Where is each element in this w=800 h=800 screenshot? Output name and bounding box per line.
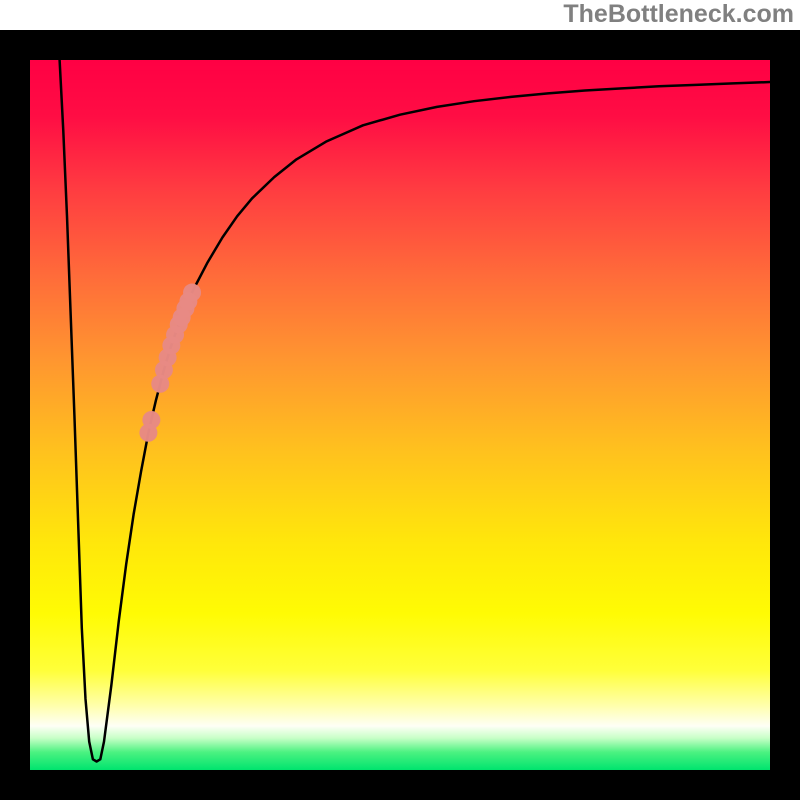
bottleneck-chart: TheBottleneck.com [0, 0, 800, 800]
chart-background [30, 60, 770, 770]
chart-svg [0, 0, 800, 800]
watermark-text: TheBottleneck.com [563, 0, 794, 29]
